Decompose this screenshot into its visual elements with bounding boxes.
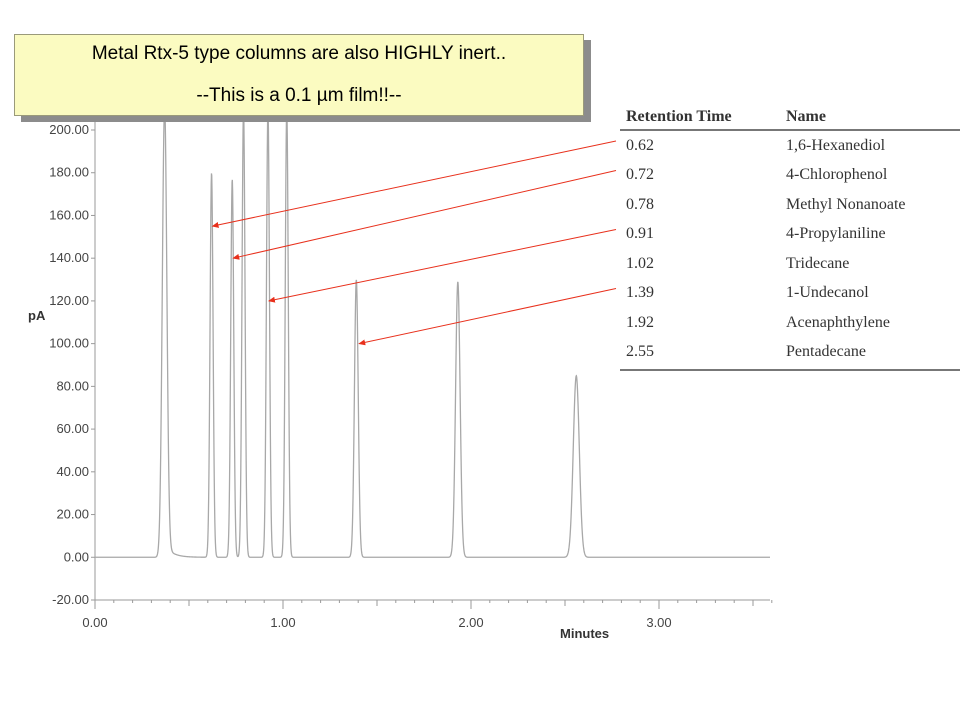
row-name: 4-Propylaniline (786, 225, 886, 243)
row-time: 2.55 (626, 343, 654, 361)
row-time: 1.02 (626, 254, 654, 272)
y-tick-label: 180.00 (49, 165, 89, 180)
y-tick-label: -20.00 (52, 592, 89, 607)
row-time: 0.91 (626, 225, 654, 243)
y-tick-label: 0.00 (64, 549, 89, 564)
y-tick-label: 200.00 (49, 122, 89, 137)
callout-note: Metal Rtx-5 type columns are also HIGHLY… (14, 34, 584, 116)
y-tick-label: 100.00 (49, 336, 89, 351)
x-tick-label: 1.00 (270, 615, 295, 630)
header-name: Name (786, 108, 826, 125)
callout-line-1: Metal Rtx-5 type columns are also HIGHLY… (91, 43, 507, 64)
x-tick-label: 0.00 (82, 615, 107, 630)
y-tick-label: 40.00 (56, 464, 89, 479)
table-row: 1.39 1-Undecanol (620, 279, 960, 309)
retention-time-table: Retention Time Name 0.62 1,6-Hexanediol 0… (620, 104, 960, 371)
table-row: 1.02 Tridecane (620, 249, 960, 279)
annotation-arrow (211, 140, 617, 228)
table-row: 0.72 4-Chlorophenol (620, 161, 960, 191)
row-time: 1.92 (626, 313, 654, 331)
table-header: Retention Time Name (620, 104, 960, 131)
y-tick-label: 160.00 (49, 207, 89, 222)
row-time: 0.78 (626, 195, 654, 213)
row-name: Pentadecane (786, 343, 866, 361)
table-row: 2.55 Pentadecane (620, 338, 960, 368)
y-tick-label: 140.00 (49, 250, 89, 265)
row-name: Tridecane (786, 254, 850, 272)
y-tick-label: 60.00 (56, 421, 89, 436)
row-name: 1,6-Hexanediol (786, 136, 886, 154)
x-axis-title: Minutes (560, 626, 609, 641)
chromatogram-trace (95, 112, 770, 558)
header-retention-time: Retention Time (626, 108, 732, 125)
table-row: 0.91 4-Propylaniline (620, 220, 960, 250)
row-time: 0.62 (626, 136, 654, 154)
table-row: 0.78 Methyl Nonanoate (620, 190, 960, 220)
annotation-arrow (267, 229, 617, 303)
x-tick-label: 2.00 (458, 615, 483, 630)
row-time: 1.39 (626, 284, 654, 302)
x-tick-label: 3.00 (646, 615, 671, 630)
callout-line-2: --This is a 0.1 µm film!!-- (196, 85, 402, 106)
y-tick-label: 20.00 (56, 507, 89, 522)
annotation-arrow (232, 170, 617, 260)
row-name: Acenaphthylene (786, 313, 890, 331)
annotation-arrows (211, 140, 617, 346)
row-name: Methyl Nonanoate (786, 195, 906, 213)
y-axis-title: pA (28, 308, 46, 323)
table-row: 0.62 1,6-Hexanediol (620, 131, 960, 161)
y-tick-label: 80.00 (56, 378, 89, 393)
chromatogram-trace-group (95, 112, 770, 558)
axes: -20.00 0.00 20.00 40.00 60.00 80.00 100.00 120.… (49, 112, 773, 630)
table-row: 1.92 Acenaphthylene (620, 308, 960, 338)
y-tick-label: 120.00 (49, 293, 89, 308)
row-name: 1-Undecanol (786, 284, 869, 302)
annotation-arrow (358, 288, 617, 346)
row-time: 0.72 (626, 166, 654, 184)
row-name: 4-Chlorophenol (786, 166, 888, 184)
